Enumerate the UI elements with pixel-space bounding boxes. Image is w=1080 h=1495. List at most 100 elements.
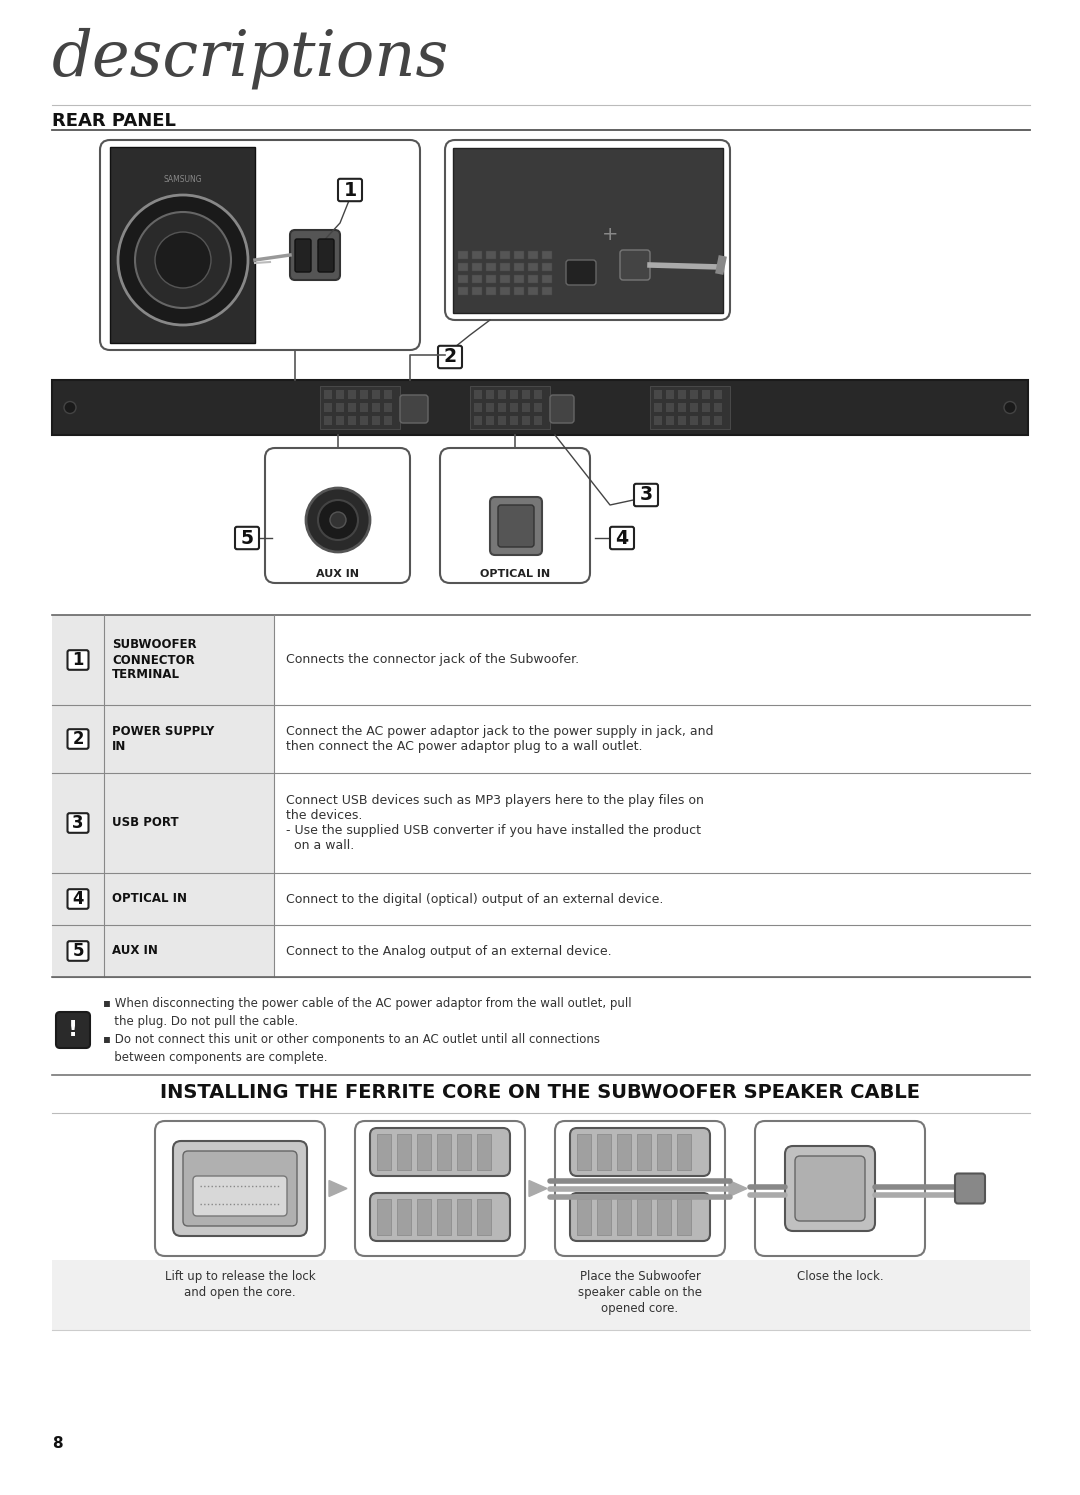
FancyBboxPatch shape: [490, 496, 542, 555]
Bar: [510, 390, 518, 399]
Bar: [637, 1135, 651, 1171]
Bar: [690, 404, 698, 413]
Bar: [528, 275, 538, 283]
FancyBboxPatch shape: [570, 1193, 710, 1241]
Bar: [486, 251, 496, 259]
FancyBboxPatch shape: [56, 1012, 90, 1048]
Bar: [597, 1135, 611, 1171]
Bar: [690, 416, 698, 425]
Bar: [474, 416, 482, 425]
Bar: [384, 390, 392, 399]
Bar: [336, 416, 345, 425]
Text: on a wall.: on a wall.: [286, 839, 354, 852]
Bar: [372, 390, 380, 399]
Bar: [472, 263, 482, 271]
Text: 5: 5: [241, 529, 254, 547]
Text: Connects the connector jack of the Subwoofer.: Connects the connector jack of the Subwo…: [286, 653, 579, 667]
Bar: [514, 251, 524, 259]
Bar: [702, 390, 710, 399]
Bar: [110, 147, 255, 342]
Circle shape: [306, 487, 370, 552]
Text: Place the Subwoofer: Place the Subwoofer: [580, 1269, 701, 1283]
Text: ▪ When disconnecting the power cable of the AC power adaptor from the wall outle: ▪ When disconnecting the power cable of …: [103, 997, 632, 1011]
Text: Connect the AC power adaptor jack to the power supply in jack, and: Connect the AC power adaptor jack to the…: [286, 725, 714, 739]
Circle shape: [330, 511, 346, 528]
Text: 3: 3: [72, 813, 84, 833]
Text: +: +: [602, 226, 618, 245]
Bar: [437, 1135, 451, 1171]
FancyBboxPatch shape: [67, 942, 89, 961]
Text: USB PORT: USB PORT: [112, 816, 178, 830]
Bar: [500, 251, 510, 259]
Bar: [542, 263, 552, 271]
Text: 2: 2: [72, 730, 83, 748]
Bar: [397, 1199, 411, 1235]
Bar: [377, 1135, 391, 1171]
Text: 8: 8: [52, 1435, 63, 1450]
Bar: [597, 1199, 611, 1235]
FancyBboxPatch shape: [173, 1141, 307, 1236]
Bar: [52, 380, 1028, 435]
Bar: [360, 404, 368, 413]
Bar: [360, 390, 368, 399]
Bar: [510, 404, 518, 413]
FancyBboxPatch shape: [370, 1193, 510, 1241]
Bar: [417, 1135, 431, 1171]
Circle shape: [135, 212, 231, 308]
FancyBboxPatch shape: [785, 1147, 875, 1230]
Text: TERMINAL: TERMINAL: [112, 668, 180, 682]
Bar: [666, 390, 674, 399]
Text: between components are complete.: between components are complete.: [103, 1051, 327, 1064]
Circle shape: [64, 402, 76, 414]
Bar: [486, 287, 496, 295]
Bar: [458, 275, 468, 283]
Text: SAMSUNG: SAMSUNG: [164, 175, 202, 184]
Text: Connect USB devices such as MP3 players here to the play files on: Connect USB devices such as MP3 players …: [286, 794, 704, 807]
Bar: [522, 390, 530, 399]
FancyBboxPatch shape: [67, 813, 89, 833]
Text: opened core.: opened core.: [602, 1302, 678, 1316]
FancyBboxPatch shape: [570, 1129, 710, 1177]
Text: 1: 1: [343, 181, 356, 199]
Bar: [678, 404, 686, 413]
FancyBboxPatch shape: [498, 505, 534, 547]
Bar: [486, 263, 496, 271]
FancyBboxPatch shape: [235, 526, 259, 549]
Bar: [458, 287, 468, 295]
Bar: [666, 416, 674, 425]
FancyBboxPatch shape: [265, 448, 410, 583]
Bar: [650, 386, 730, 429]
FancyBboxPatch shape: [566, 260, 596, 286]
Bar: [657, 1199, 671, 1235]
FancyBboxPatch shape: [620, 250, 650, 280]
Bar: [477, 1199, 491, 1235]
Bar: [534, 404, 542, 413]
FancyBboxPatch shape: [610, 526, 634, 549]
Text: Connect to the digital (optical) output of an external device.: Connect to the digital (optical) output …: [286, 893, 663, 906]
Bar: [577, 1135, 591, 1171]
Text: SUBWOOFER: SUBWOOFER: [112, 638, 197, 652]
Bar: [528, 263, 538, 271]
Text: !: !: [68, 1020, 78, 1041]
Bar: [372, 404, 380, 413]
Bar: [677, 1135, 691, 1171]
FancyBboxPatch shape: [440, 448, 590, 583]
FancyBboxPatch shape: [67, 650, 89, 670]
Text: the plug. Do not pull the cable.: the plug. Do not pull the cable.: [103, 1015, 298, 1029]
Bar: [52, 1260, 1030, 1331]
Text: IN: IN: [112, 740, 126, 753]
Bar: [486, 416, 494, 425]
FancyBboxPatch shape: [156, 1121, 325, 1256]
Text: 4: 4: [616, 529, 629, 547]
FancyBboxPatch shape: [193, 1177, 287, 1215]
Bar: [534, 416, 542, 425]
Text: POWER SUPPLY: POWER SUPPLY: [112, 725, 214, 739]
FancyBboxPatch shape: [550, 395, 573, 423]
Bar: [528, 251, 538, 259]
Bar: [500, 287, 510, 295]
Bar: [714, 416, 723, 425]
Text: 4: 4: [72, 890, 83, 907]
Bar: [472, 275, 482, 283]
Text: 2: 2: [444, 347, 457, 366]
Bar: [384, 416, 392, 425]
